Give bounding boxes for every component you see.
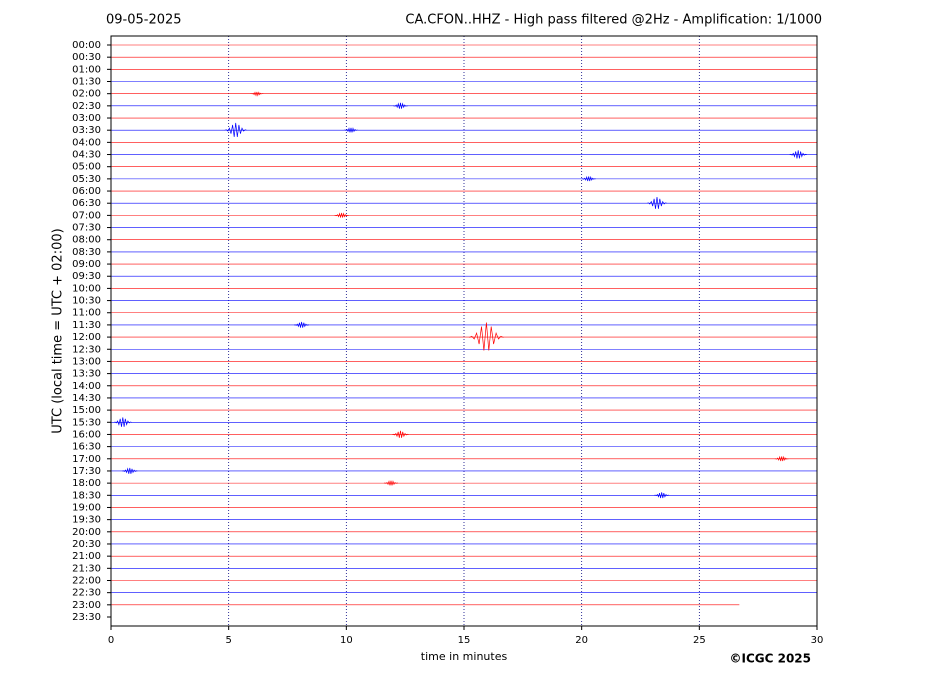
y-tick-label: 13:30 (72, 369, 101, 380)
y-tick-label: 03:00 (72, 113, 101, 124)
event (646, 197, 668, 209)
y-tick-label: 14:30 (72, 393, 101, 404)
y-tick-label: 19:00 (72, 502, 101, 513)
y-tick-label: 15:00 (72, 405, 101, 416)
x-tick-label: 0 (108, 635, 114, 646)
y-tick-label: 05:00 (72, 162, 101, 173)
y-tick-label: 22:30 (72, 588, 101, 599)
y-tick-label: 08:30 (72, 247, 101, 258)
event (334, 212, 349, 218)
y-tick-label: 02:30 (72, 101, 101, 112)
y-tick-label: 15:30 (72, 417, 101, 428)
y-tick-label: 18:30 (72, 490, 101, 501)
y-tick-label: 01:00 (72, 64, 101, 75)
y-tick-label: 19:30 (72, 515, 101, 526)
event (469, 322, 504, 351)
y-tick-label: 04:30 (72, 150, 101, 161)
y-tick-label: 21:00 (72, 551, 101, 562)
event (122, 467, 138, 474)
plot-frame (110, 35, 818, 627)
y-tick-label: 10:30 (72, 296, 101, 307)
event (383, 480, 399, 486)
y-tick-label: 07:00 (72, 210, 101, 221)
y-tick-label: 16:30 (72, 442, 101, 453)
y-tick-label: 12:30 (72, 344, 101, 355)
x-tick-label: 15 (458, 635, 471, 646)
y-tick-label: 17:30 (72, 466, 101, 477)
y-tick-label: 14:00 (72, 381, 101, 392)
event (224, 122, 247, 137)
date: 09-05-2025 (106, 13, 182, 28)
y-tick-label: 18:00 (72, 478, 101, 489)
y-tick-label: 23:30 (72, 612, 101, 623)
y-tick-label: 17:00 (72, 454, 101, 465)
event (113, 417, 132, 427)
y-tick-label: 12:00 (72, 332, 101, 343)
event (654, 492, 670, 499)
chart-title: CA.CFON..HHZ - High pass filtered @2Hz -… (405, 13, 822, 28)
y-tick-label: 09:00 (72, 259, 101, 270)
event (774, 455, 789, 462)
y-tick-label: 06:00 (72, 186, 101, 197)
y-tick-label: 02:00 (72, 89, 101, 100)
y-tick-label: 03:30 (72, 125, 101, 136)
event (789, 150, 807, 159)
y-tick-label: 20:30 (72, 539, 101, 550)
event (294, 321, 310, 328)
event (343, 127, 359, 133)
y-tick-label: 07:30 (72, 223, 101, 234)
event (581, 175, 596, 182)
y-tick-label: 08:00 (72, 235, 101, 246)
y-tick-label: 23:00 (72, 600, 101, 611)
y-tick-label: 00:00 (72, 40, 101, 51)
y-tick-label: 01:30 (72, 77, 101, 88)
y-axis-label: UTC (local time = UTC + 02:00) (51, 228, 66, 433)
y-tick-label: 05:30 (72, 174, 101, 185)
y-tick-label: 21:30 (72, 563, 101, 574)
event (392, 102, 409, 109)
x-axis-label: time in minutes (421, 650, 508, 663)
y-tick-label: 11:30 (72, 320, 101, 331)
y-tick-label: 13:00 (72, 356, 101, 367)
y-tick-label: 06:30 (72, 198, 101, 209)
y-tick-label: 16:00 (72, 429, 101, 440)
y-tick-label: 11:00 (72, 308, 101, 319)
event (392, 430, 409, 438)
x-tick-label: 25 (693, 635, 706, 646)
x-tick-label: 30 (811, 635, 824, 646)
y-tick-label: 20:00 (72, 527, 101, 538)
credit: ©ICGC 2025 (729, 652, 811, 666)
y-tick-label: 00:30 (72, 52, 101, 63)
y-tick-label: 04:00 (72, 137, 101, 148)
event (250, 91, 264, 97)
y-tick-label: 09:30 (72, 271, 101, 282)
x-tick-label: 20 (575, 635, 588, 646)
y-tick-label: 10:00 (72, 283, 101, 294)
x-tick-label: 5 (225, 635, 231, 646)
x-tick-label: 10 (340, 635, 353, 646)
y-tick-label: 22:00 (72, 575, 101, 586)
